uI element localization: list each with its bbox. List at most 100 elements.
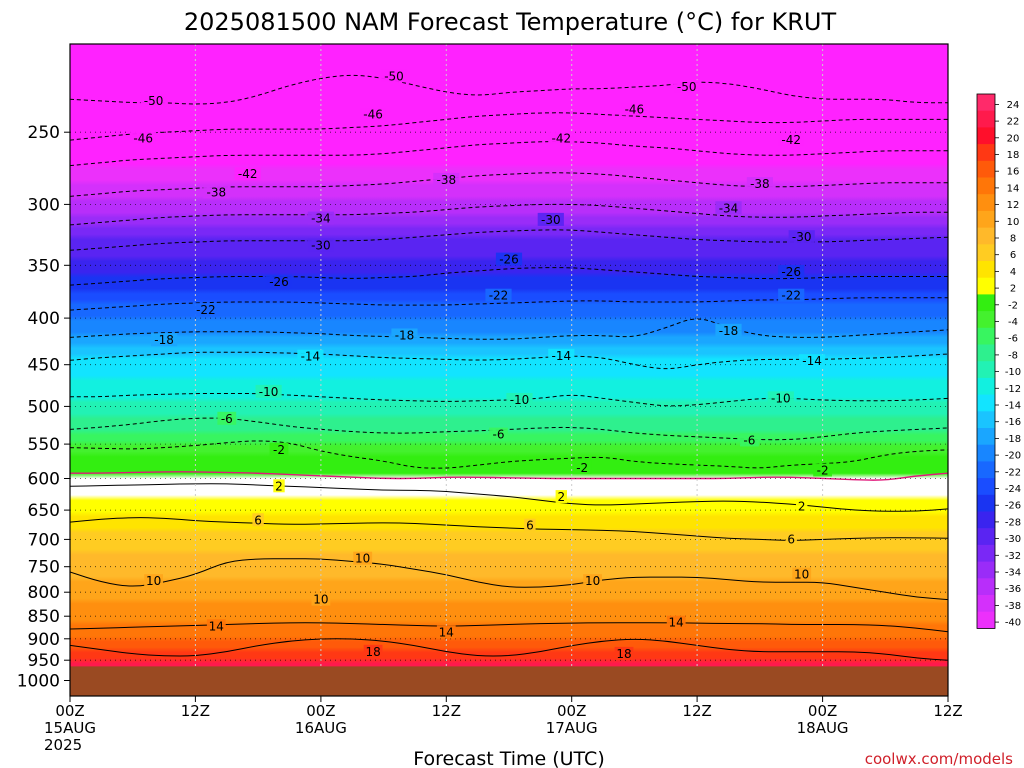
y-tick-label: 500 [28, 397, 60, 417]
contour-label-bg [767, 391, 794, 405]
contour-label: -26 [269, 275, 289, 289]
colorbar-label: 18 [1007, 150, 1020, 161]
colorbar-swatch [977, 544, 995, 562]
x-tick-label: 00Z [306, 702, 335, 720]
contour-label-bg [495, 252, 523, 266]
contour-label-bg [307, 238, 334, 252]
contour-label-bg [813, 463, 832, 477]
contour-label-bg [792, 567, 812, 581]
contour-label: -22 [781, 289, 801, 303]
contour-label-bg [217, 411, 237, 425]
x-date-label: 18AUG [797, 719, 849, 737]
colorbar-swatch [977, 277, 995, 295]
colorbar-swatch [977, 561, 995, 579]
isotherm-line [70, 203, 948, 226]
contour-label: 2 [557, 490, 565, 504]
y-tick-label: 950 [28, 651, 60, 671]
contour-label: 14 [209, 619, 224, 633]
colorbar-label: -14 [1005, 401, 1021, 412]
isotherm-line [70, 351, 948, 370]
contour-label-bg [363, 644, 383, 658]
contour-label: -6 [221, 412, 233, 426]
isotherm-line [70, 622, 948, 633]
contour-label-bg [673, 80, 700, 93]
grid-layer [70, 44, 948, 696]
colorbar-swatch [977, 210, 995, 228]
contour-label: -22 [196, 303, 216, 317]
x-date-label: 15AUG [44, 719, 96, 737]
contour-label-bg [380, 69, 408, 83]
contour-label-bg [144, 574, 163, 588]
y-tick-label: 1000 [17, 672, 60, 692]
colorbar-label: 14 [1007, 183, 1020, 194]
contour-label: -26 [781, 265, 801, 279]
contour-label: -22 [489, 289, 509, 303]
colorbar-swatch [977, 494, 995, 512]
colorbar-swatch [977, 578, 995, 596]
contour-label-bg [785, 532, 797, 546]
isotherm-line [70, 297, 948, 311]
colorbar-swatch [977, 294, 995, 312]
contour-label: -6 [493, 428, 505, 442]
contour-label-bg [255, 384, 282, 398]
colorbar-label: -6 [1008, 334, 1018, 345]
colorbar-label: -30 [1005, 534, 1021, 545]
x-tick-label: 12Z [933, 702, 962, 720]
contour-label: -2 [817, 464, 829, 478]
contour-label-bg [740, 433, 759, 447]
isotherm-line [70, 267, 948, 286]
colorbar-swatch [977, 361, 995, 379]
contour-label-bg [506, 393, 533, 406]
contour-label-bg [436, 625, 456, 639]
pressure-axis: 250 300 350 400 450 500 550 600 650 700 750 800 850 9… [17, 123, 70, 692]
colorbar-label: -20 [1005, 451, 1021, 462]
colorbar-label: 20 [1007, 133, 1020, 144]
contour-label-bg [360, 107, 387, 121]
colorbar-swatch [977, 461, 995, 479]
y-tick-label: 250 [28, 123, 60, 143]
colorbar-swatch [977, 411, 995, 429]
x-tick-label: 12Z [682, 702, 711, 720]
x-tick-label: 00Z [808, 702, 837, 720]
colorbar-swatch [977, 127, 995, 145]
contour-label: -34 [311, 212, 331, 226]
isotherm-line [70, 229, 948, 251]
colorbar-label: -32 [1005, 551, 1021, 562]
colorbar-swatch [977, 144, 995, 162]
contour-label: -18 [154, 333, 174, 347]
contour-label: -30 [792, 230, 812, 244]
colorbar-label: -16 [1005, 417, 1021, 428]
contour-label: 18 [616, 647, 631, 661]
contour-label-bg [192, 303, 219, 317]
colorbar-swatch [977, 528, 995, 546]
contour-label: -2 [576, 461, 588, 475]
x-date-label: 2025 [44, 736, 82, 754]
colorbar-swatch [977, 428, 995, 446]
x-date-label: 17AUG [546, 719, 598, 737]
x-tick-label: 12Z [432, 702, 461, 720]
colorbar-swatch [977, 344, 995, 362]
contour-label: -42 [781, 133, 801, 147]
isotherm-line [70, 74, 948, 105]
contour-label-bg [555, 490, 567, 504]
contour-label: -6 [743, 433, 755, 447]
contour-label: -42 [551, 132, 571, 146]
contour-label: -2 [273, 443, 285, 457]
contour-label: -42 [238, 167, 258, 181]
colorbar-label: 2 [1010, 284, 1016, 295]
colorbar-swatch [977, 394, 995, 412]
contour-label-bg [353, 551, 373, 565]
contour-label: 14 [439, 626, 454, 640]
colorbar-label: -36 [1005, 584, 1021, 595]
colorbar-swatch [977, 444, 995, 462]
colorbar-label: 16 [1007, 167, 1020, 178]
colorbar-swatch [977, 94, 995, 112]
isotherm-line [70, 393, 948, 407]
contour-label-bg [273, 479, 285, 493]
colorbar-label: -34 [1005, 568, 1021, 579]
contour-label: -38 [750, 177, 770, 191]
contour-label: -46 [363, 108, 383, 122]
contour-label-bg [391, 328, 418, 342]
y-tick-label: 300 [28, 195, 60, 215]
